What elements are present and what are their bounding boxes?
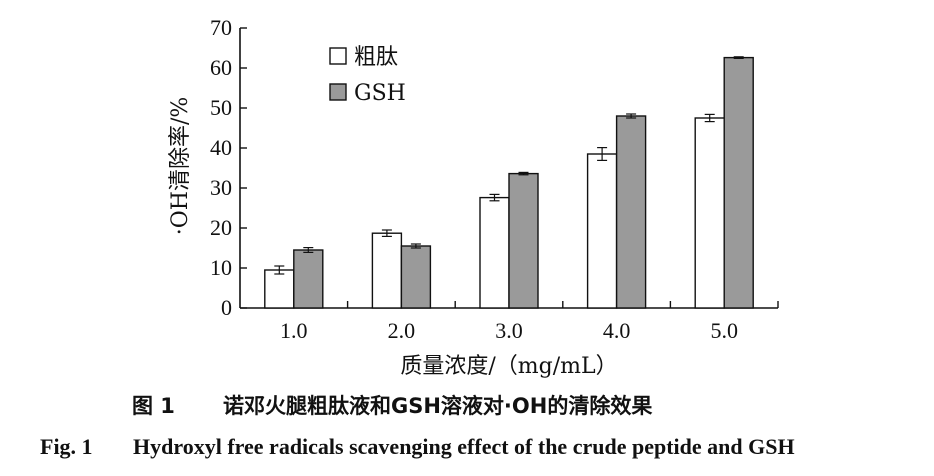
error-bar bbox=[733, 56, 744, 60]
error-bar bbox=[518, 171, 529, 176]
y-tick-label: 10 bbox=[210, 255, 232, 280]
error-bar bbox=[381, 229, 392, 237]
figure-number-english: Fig. 1 bbox=[40, 434, 93, 459]
x-tick-label: 2.0 bbox=[388, 318, 416, 343]
error-bar bbox=[597, 147, 608, 161]
bar-crude-peptide bbox=[694, 117, 725, 309]
y-tick-label: 40 bbox=[210, 135, 232, 160]
x-tick-label: 3.0 bbox=[495, 318, 523, 343]
bar-crude-peptide bbox=[371, 232, 403, 309]
error-bar bbox=[274, 265, 285, 275]
bar-crude-peptide bbox=[479, 196, 510, 309]
y-axis-title: ·OH清除率/% bbox=[168, 97, 193, 236]
figure-title-chinese: 诺邓火腿粗肽液和GSH溶液对·OH的清除效果 bbox=[223, 394, 653, 418]
y-tick-label: 60 bbox=[210, 55, 232, 80]
chart-bars bbox=[264, 56, 754, 309]
y-tick-label: 70 bbox=[210, 15, 232, 40]
bar-gsh bbox=[723, 56, 754, 309]
bar-gsh bbox=[508, 172, 539, 309]
legend-swatch-gsh bbox=[329, 83, 347, 101]
y-tick-label: 20 bbox=[210, 215, 232, 240]
legend-label-crude-peptide: 粗肽 bbox=[354, 45, 398, 70]
legend-label-gsh: GSH bbox=[354, 81, 406, 106]
bar-gsh bbox=[293, 249, 324, 309]
bar-crude-peptide bbox=[586, 153, 618, 309]
x-tick-label: 5.0 bbox=[710, 318, 738, 343]
bar-gsh bbox=[615, 115, 647, 309]
bar-gsh bbox=[400, 245, 432, 309]
legend-swatch-crude-peptide bbox=[329, 47, 347, 65]
figure-title-english: Hydroxyl free radicals scavenging effect… bbox=[133, 434, 795, 459]
y-tick-label: 0 bbox=[221, 295, 232, 320]
error-bar bbox=[704, 113, 715, 123]
error-bar bbox=[410, 243, 421, 249]
bar-chart: 0 10 20 30 40 50 60 70 1.0 2.0 3.0 4.0 5.0 粗肽 GSH ·OH… bbox=[168, 15, 779, 379]
error-bar bbox=[626, 113, 637, 119]
x-tick-label: 4.0 bbox=[603, 318, 631, 343]
y-tick-label: 50 bbox=[210, 95, 232, 120]
x-tick-label: 1.0 bbox=[280, 318, 308, 343]
x-axis-title: 质量浓度/（mg/mL） bbox=[400, 354, 617, 379]
chart-legend: 粗肽 GSH bbox=[329, 45, 406, 106]
figure-number-chinese: 图 1 bbox=[132, 394, 175, 418]
error-bar bbox=[303, 247, 314, 253]
y-tick-label: 30 bbox=[210, 175, 232, 200]
chart-axes: 0 10 20 30 40 50 60 70 1.0 2.0 3.0 4.0 5.0 bbox=[210, 15, 779, 343]
error-bar bbox=[489, 193, 500, 202]
bar-crude-peptide bbox=[264, 269, 295, 309]
